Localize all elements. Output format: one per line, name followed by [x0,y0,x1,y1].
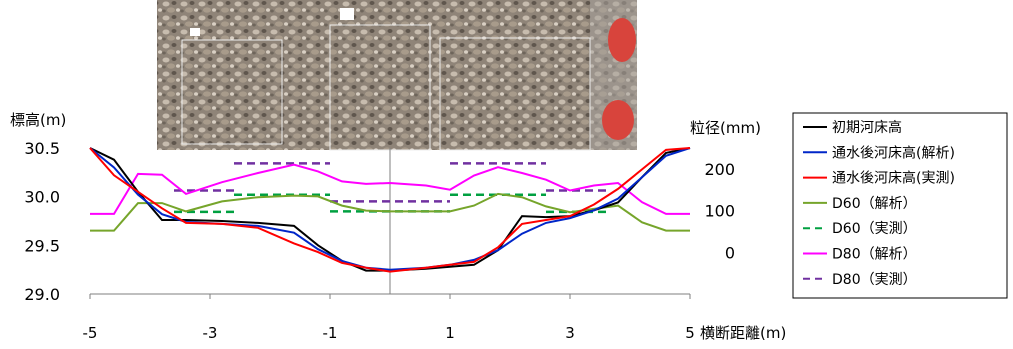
y-left-tick-label: 29.5 [24,236,60,255]
legend-label: D60（解析） [832,196,917,212]
y-left-tick-label: 29.0 [24,285,60,304]
y-left-tick-label: 30.5 [24,139,60,158]
series-line [89,147,691,273]
x-tick-label: 3 [565,324,575,342]
x-tick-label: 1 [445,324,455,342]
legend-label: 通水後河床高(実測) [832,170,955,187]
x-tick-label: 5 [685,324,695,342]
legend-label: D60（実測） [832,221,917,237]
legend-label: 通水後河床高(解析) [832,144,955,161]
x-tick-label: -1 [323,324,338,342]
y-left-axis-label: 標高(m) [10,111,66,129]
legend-label: D80（解析） [832,247,917,263]
legend-label: 初期河床高 [832,119,902,136]
legend-label: D80（実測） [832,272,917,288]
y-right-tick-label: 100 [704,202,735,221]
y-right-axis-label: 粒径(mm) [690,119,761,137]
x-tick-label: -3 [203,324,218,342]
y-right-tick-label: 0 [725,243,735,262]
axes-group: -5 -3 -1 1 3 5 横断距離(m) 29.0 29.5 30.0 30.5 標高(m) 0 10… [10,111,786,342]
x-tick-label: -5 [83,324,98,342]
background-photo [157,0,637,151]
x-axis-label: 横断距離(m) [700,324,786,342]
y-right-tick-label: 200 [704,160,735,179]
series-group [89,147,691,273]
series-line [90,163,690,215]
y-left-tick-label: 30.0 [24,188,60,207]
